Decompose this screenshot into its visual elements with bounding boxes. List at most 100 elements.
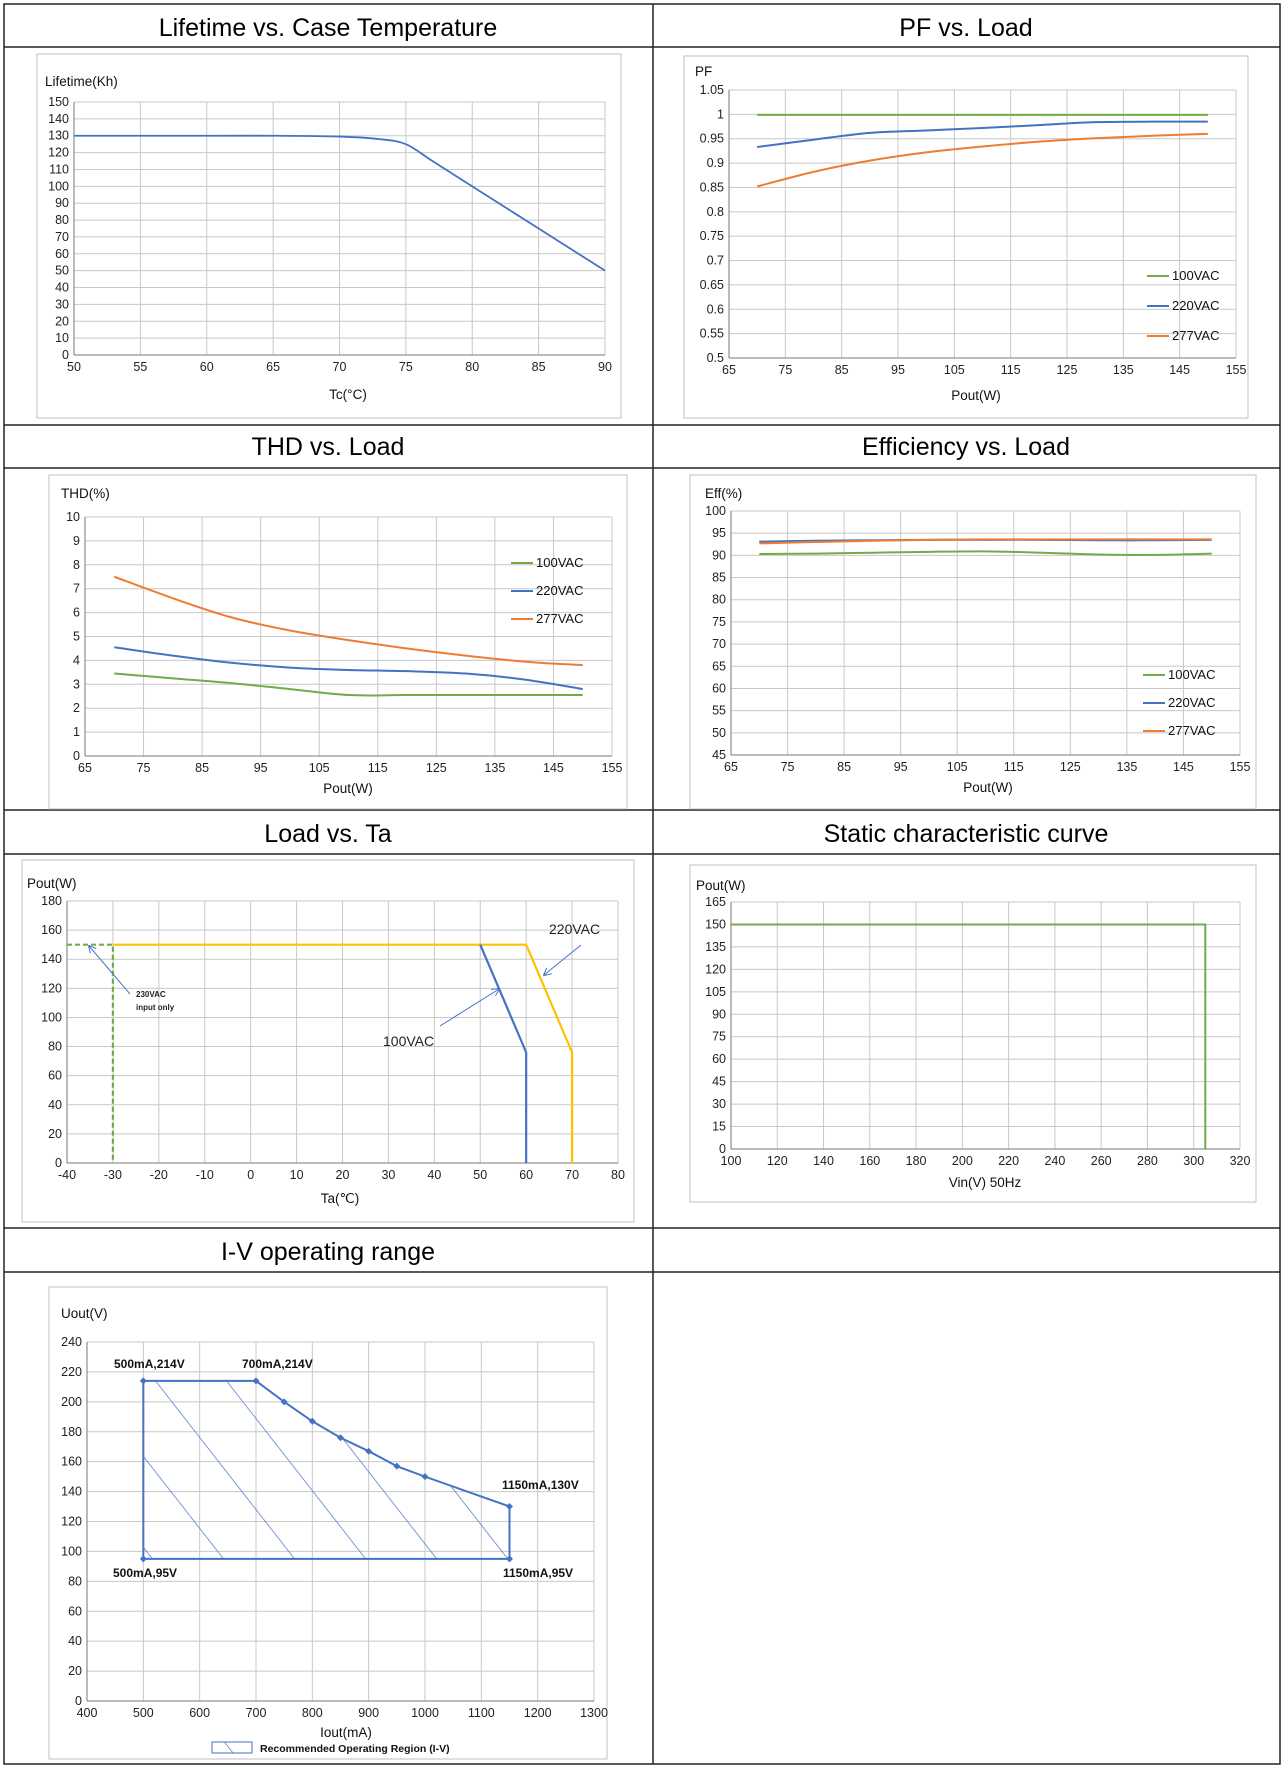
y-tick-label: 120 bbox=[705, 962, 726, 976]
x-axis-label: Pout(W) bbox=[963, 780, 1013, 795]
x-tick-label: 85 bbox=[837, 760, 851, 774]
x-axis-label: Pout(W) bbox=[951, 388, 1001, 403]
y-tick-label: 3 bbox=[73, 677, 80, 691]
y-tick-label: 80 bbox=[55, 213, 69, 227]
y-tick-label: 60 bbox=[712, 681, 726, 695]
y-tick-label: 30 bbox=[712, 1097, 726, 1111]
x-tick-label: -20 bbox=[150, 1168, 168, 1182]
x-tick-label: 260 bbox=[1091, 1154, 1112, 1168]
y-tick-label: 6 bbox=[73, 606, 80, 620]
data-point bbox=[393, 1462, 401, 1470]
y-tick-label: 45 bbox=[712, 748, 726, 762]
y-tick-label: 60 bbox=[712, 1052, 726, 1066]
x-tick-label: 50 bbox=[67, 360, 81, 374]
x-tick-label: -40 bbox=[58, 1168, 76, 1182]
y-tick-label: 160 bbox=[61, 1455, 82, 1469]
y-tick-label: 120 bbox=[61, 1515, 82, 1529]
x-tick-label: 40 bbox=[427, 1168, 441, 1182]
x-tick-label: 75 bbox=[137, 761, 151, 775]
y-tick-label: 65 bbox=[712, 659, 726, 673]
y-tick-label: 90 bbox=[55, 196, 69, 210]
data-point bbox=[252, 1377, 260, 1385]
series-line bbox=[757, 120, 1208, 149]
y-tick-label: 120 bbox=[48, 146, 69, 160]
chart-title: Load vs. Ta bbox=[264, 820, 392, 848]
annotation-100vac: 100VAC bbox=[383, 1033, 434, 1049]
y-axis-label: Uout(V) bbox=[61, 1306, 108, 1321]
y-tick-label: 80 bbox=[68, 1574, 82, 1588]
series-line bbox=[114, 672, 583, 697]
data-point bbox=[280, 1398, 288, 1406]
x-tick-label: 115 bbox=[368, 761, 388, 775]
gridlines bbox=[728, 89, 1237, 359]
legend-label: 220VAC bbox=[1168, 695, 1215, 710]
x-tick-label: 10 bbox=[290, 1168, 304, 1182]
point-label: 500mA,214V bbox=[114, 1357, 185, 1371]
x-tick-label: 125 bbox=[1060, 760, 1081, 774]
y-tick-label: 1 bbox=[717, 107, 724, 121]
y-tick-label: 0.55 bbox=[700, 327, 724, 341]
y-tick-label: 70 bbox=[712, 637, 726, 651]
y-tick-label: 75 bbox=[712, 615, 726, 629]
chart-title: PF vs. Load bbox=[899, 14, 1032, 42]
y-tick-label: 5 bbox=[73, 630, 80, 644]
x-tick-label: 60 bbox=[200, 360, 214, 374]
x-tick-label: 30 bbox=[381, 1168, 395, 1182]
annotation-arrow bbox=[89, 946, 131, 995]
y-tick-label: 90 bbox=[712, 548, 726, 562]
chart-1: Lifetime vs. Case Temperature 50 55 60 65 70 7… bbox=[36, 14, 622, 419]
y-tick-label: 7 bbox=[73, 582, 80, 596]
y-tick-label: 0 bbox=[55, 1156, 62, 1170]
x-tick-label: 95 bbox=[254, 761, 268, 775]
y-tick-label: 140 bbox=[61, 1485, 82, 1499]
annotation-230vac: 230VAC bbox=[136, 990, 166, 999]
x-tick-label: 95 bbox=[894, 760, 908, 774]
y-tick-label: 9 bbox=[73, 534, 80, 548]
table-border bbox=[3, 3, 1281, 1765]
x-tick-label: 75 bbox=[399, 360, 413, 374]
x-tick-label: -10 bbox=[196, 1168, 214, 1182]
annotation-arrow bbox=[544, 944, 582, 975]
y-tick-label: 0.5 bbox=[707, 351, 724, 365]
data-point bbox=[308, 1417, 316, 1425]
y-tick-label: 165 bbox=[705, 895, 726, 909]
x-tick-label: 125 bbox=[426, 761, 447, 775]
legend-label: 100VAC bbox=[1172, 268, 1219, 283]
x-tick-label: 1200 bbox=[524, 1706, 552, 1720]
chart-title: Efficiency vs. Load bbox=[862, 433, 1070, 461]
x-tick-label: 135 bbox=[1116, 760, 1137, 774]
x-axis-label: Pout(W) bbox=[323, 781, 373, 796]
y-tick-label: 80 bbox=[712, 593, 726, 607]
chart-4: Efficiency vs. Load 65 75 85 95 105 115 125 135 1… bbox=[689, 433, 1257, 810]
y-tick-label: 180 bbox=[41, 894, 62, 908]
y-tick-label: 2 bbox=[73, 701, 80, 715]
x-tick-label: 155 bbox=[1230, 760, 1251, 774]
y-axis-label: Eff(%) bbox=[705, 486, 742, 501]
x-tick-label: 700 bbox=[246, 1706, 267, 1720]
legend-label: 220VAC bbox=[1172, 298, 1219, 313]
x-tick-label: 0 bbox=[247, 1168, 254, 1182]
y-tick-label: 10 bbox=[55, 331, 69, 345]
x-tick-label: 135 bbox=[484, 761, 505, 775]
series-line bbox=[759, 538, 1212, 545]
y-tick-label: 130 bbox=[48, 129, 69, 143]
y-tick-label: 1 bbox=[73, 725, 80, 739]
series-line bbox=[731, 923, 1207, 1149]
x-tick-label: 70 bbox=[333, 360, 347, 374]
y-tick-label: 160 bbox=[41, 923, 62, 937]
x-tick-label: 115 bbox=[1001, 363, 1021, 377]
data-point bbox=[139, 1377, 147, 1385]
x-tick-label: 145 bbox=[543, 761, 564, 775]
data-point bbox=[139, 1555, 147, 1563]
y-axis-label: THD(%) bbox=[61, 486, 110, 501]
y-tick-label: 0.85 bbox=[700, 180, 724, 194]
x-tick-label: 85 bbox=[835, 363, 849, 377]
x-axis-label: Iout(mA) bbox=[320, 1725, 372, 1740]
x-tick-label: 155 bbox=[602, 761, 623, 775]
chart-frame bbox=[689, 474, 1257, 810]
y-tick-label: 20 bbox=[48, 1127, 62, 1141]
y-tick-label: 40 bbox=[55, 281, 69, 295]
y-tick-label: 8 bbox=[73, 558, 80, 572]
chart-title: Lifetime vs. Case Temperature bbox=[159, 14, 498, 42]
